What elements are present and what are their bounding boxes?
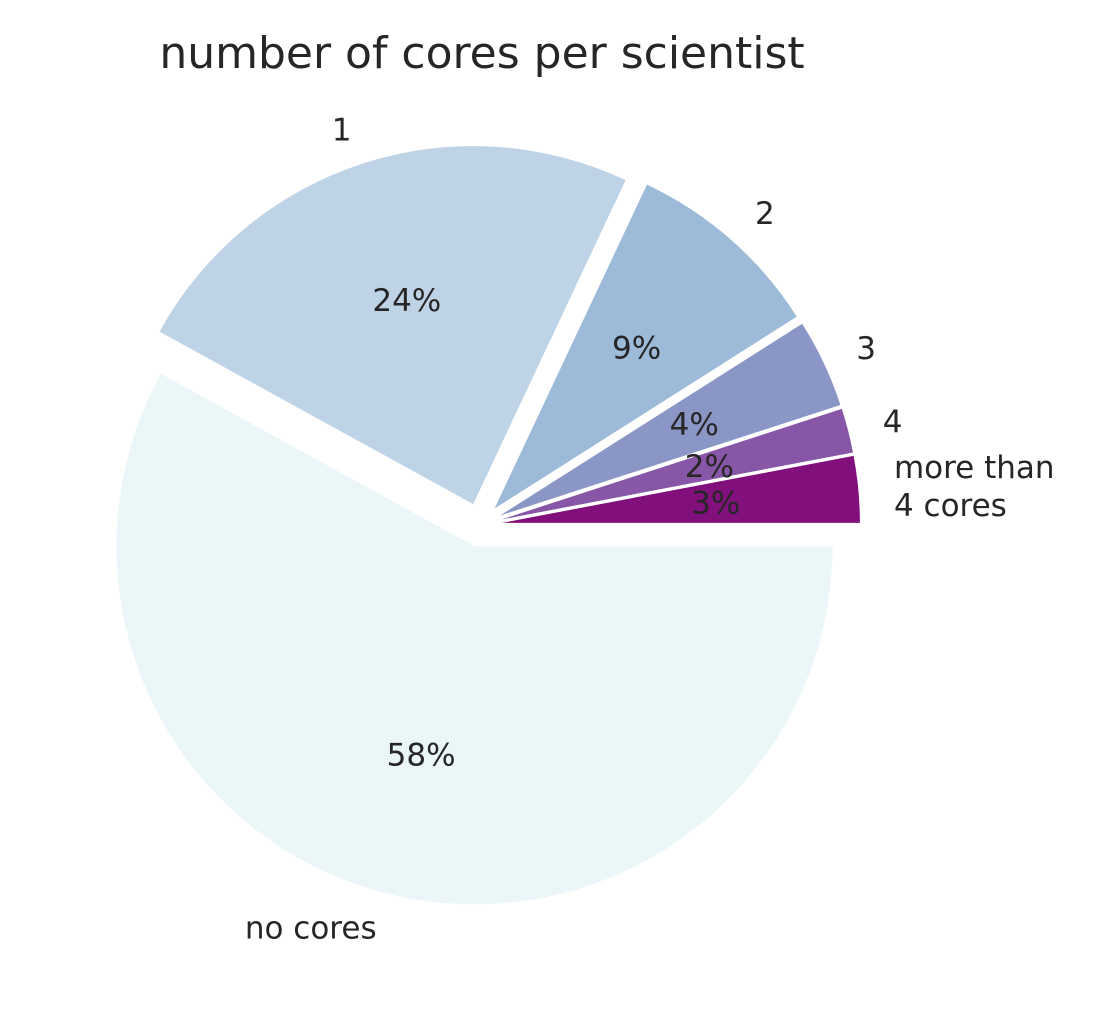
slice-percent-label: 4% (670, 407, 719, 443)
slice-label: 4 (883, 405, 903, 441)
pie-slice (494, 184, 797, 509)
pie-slice (501, 408, 853, 520)
slice-percent-label: 9% (612, 330, 661, 366)
slice-percent-label: 3% (691, 486, 740, 522)
pie-slice (116, 373, 833, 905)
pie-slice (501, 455, 860, 523)
slice-label: more than 4 cores (894, 450, 1055, 524)
slice-percent-label: 24% (372, 283, 441, 319)
pie-labels: no cores 58% 1 24% 2 9% 3 4% 4 2% more than 4 cores… (245, 113, 1055, 947)
pie-slice (159, 146, 626, 505)
slice-percent-label: 58% (387, 737, 456, 773)
slice-percent-label: 2% (685, 449, 734, 485)
chart-title: number of cores per scientist (159, 28, 804, 79)
pie-slice (499, 323, 841, 516)
slice-label: 2 (755, 196, 775, 232)
slice-label: no cores (245, 911, 377, 947)
slice-label: 1 (332, 113, 352, 149)
slice-label: 3 (856, 331, 876, 367)
pie-slices (116, 146, 860, 905)
